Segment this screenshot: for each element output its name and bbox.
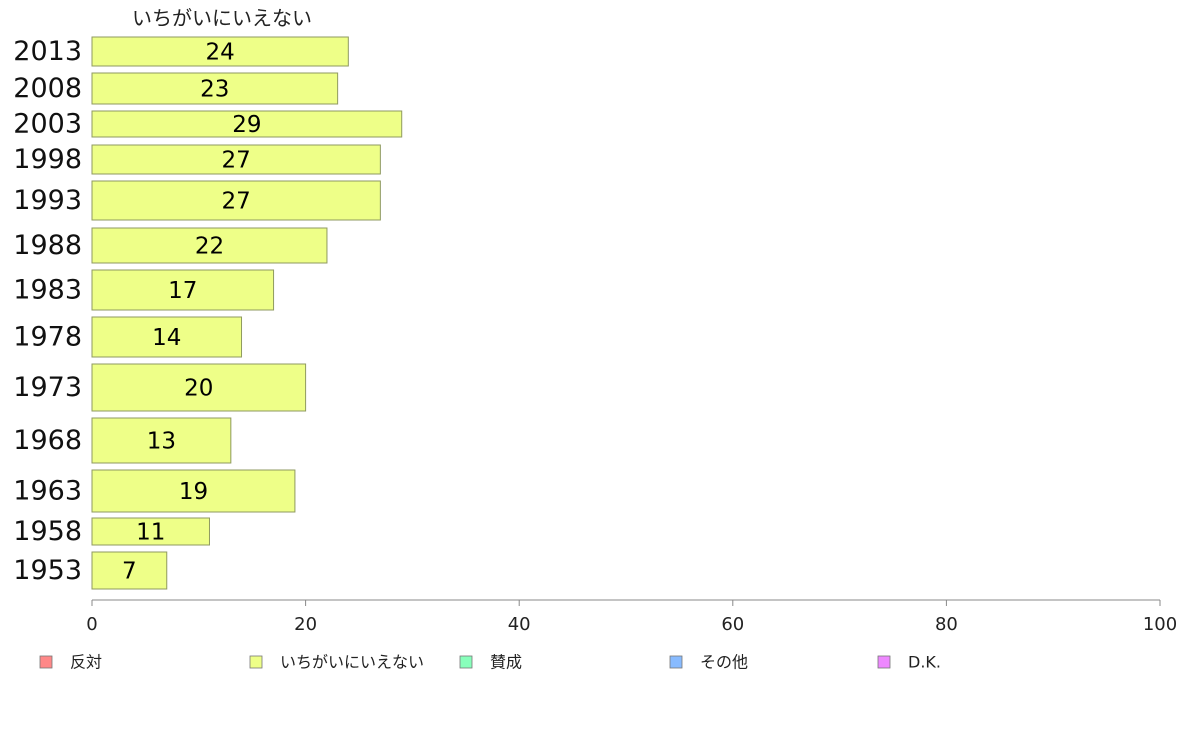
bar-value-label: 20 bbox=[184, 376, 213, 402]
bar-value-label: 23 bbox=[200, 77, 229, 103]
year-label: 1958 bbox=[13, 516, 82, 547]
bar-value-label: 13 bbox=[147, 429, 176, 455]
bar-value-label: 14 bbox=[152, 325, 181, 351]
legend-swatch bbox=[249, 655, 263, 669]
legend-swatch bbox=[877, 655, 891, 669]
bar-value-label: 27 bbox=[222, 148, 251, 174]
bar-value-label: 7 bbox=[122, 559, 137, 585]
x-tick-label: 80 bbox=[935, 614, 958, 635]
x-tick-label: 100 bbox=[1143, 614, 1177, 635]
bar-segment bbox=[91, 316, 243, 358]
legend-label: 賛成 bbox=[490, 653, 522, 672]
x-tick-label: 20 bbox=[294, 614, 317, 635]
bar-segment bbox=[91, 227, 328, 264]
bar-value-label: 19 bbox=[179, 479, 208, 505]
bar-segment bbox=[91, 517, 210, 546]
bar-segment bbox=[91, 551, 168, 590]
bar-segment bbox=[91, 180, 381, 221]
year-label: 1983 bbox=[13, 275, 82, 306]
bar-segment bbox=[91, 72, 339, 105]
year-label: 2003 bbox=[13, 109, 82, 140]
bar-value-label: 22 bbox=[195, 234, 224, 260]
legend-swatch bbox=[459, 655, 473, 669]
x-axis: 0 20 40 60 80 100 bbox=[86, 599, 1177, 635]
bar-segment bbox=[91, 469, 296, 513]
legend-label: いちがいにいえない bbox=[280, 653, 424, 672]
year-label: 1993 bbox=[13, 185, 82, 216]
bar-segment bbox=[91, 417, 232, 464]
year-label: 2008 bbox=[13, 73, 82, 104]
bar-value-label: 27 bbox=[222, 189, 251, 215]
legend-label: その他 bbox=[700, 653, 748, 672]
legend-label: D.K. bbox=[908, 653, 941, 672]
bar-segment bbox=[91, 144, 381, 175]
series-title: いちがいにいえない bbox=[132, 6, 312, 30]
bar-value-label: 17 bbox=[168, 278, 197, 304]
x-tick-label: 0 bbox=[86, 614, 97, 635]
year-label: 1978 bbox=[13, 322, 82, 353]
bar-value-label: 11 bbox=[136, 520, 165, 546]
bar-value-label: 29 bbox=[232, 112, 261, 138]
legend-label: 反対 bbox=[70, 653, 102, 672]
bar-value-label: 24 bbox=[206, 40, 235, 66]
bar-segment bbox=[91, 269, 275, 311]
year-label: 1953 bbox=[13, 555, 82, 586]
bar-segment bbox=[91, 36, 349, 67]
legend: 反対 いちがいにいえない 賛成 その他 D.K. bbox=[39, 653, 941, 672]
year-label: 1963 bbox=[13, 476, 82, 507]
x-tick-label: 40 bbox=[508, 614, 531, 635]
year-label: 1973 bbox=[13, 372, 82, 403]
bar-segment bbox=[91, 363, 307, 412]
year-label: 1988 bbox=[13, 230, 82, 261]
year-label: 2013 bbox=[13, 36, 82, 67]
legend-swatch bbox=[39, 655, 53, 669]
legend-swatch bbox=[669, 655, 683, 669]
x-tick-label: 60 bbox=[721, 614, 744, 635]
bar-segment bbox=[91, 110, 403, 138]
year-label: 1998 bbox=[13, 144, 82, 175]
year-label: 1968 bbox=[13, 425, 82, 456]
